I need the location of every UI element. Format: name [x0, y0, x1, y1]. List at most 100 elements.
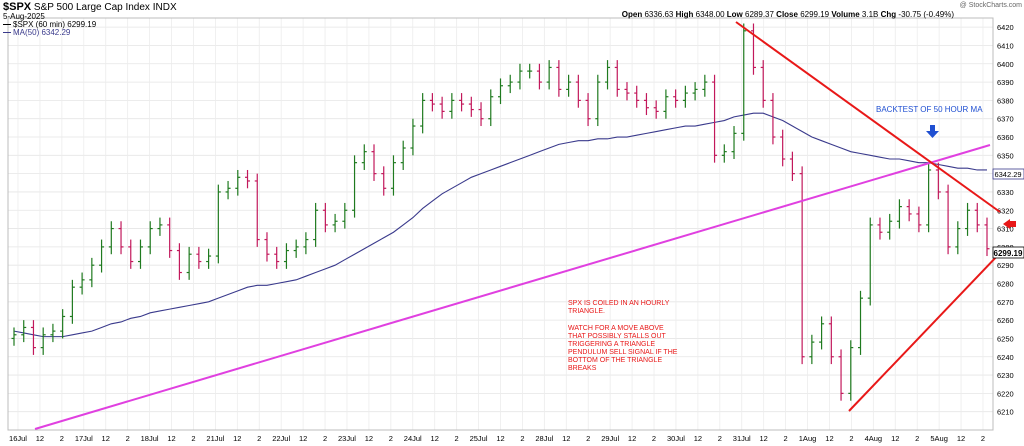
- ohlc-bar: [731, 126, 737, 159]
- svg-text:THAT POSSIBLY STALLS OUT: THAT POSSIBLY STALLS OUT: [568, 333, 666, 340]
- x-tick-label: 2: [981, 434, 985, 443]
- ohlc-bar: [760, 60, 766, 108]
- x-tick-label: 28Jul: [535, 434, 553, 443]
- ohlc-bar: [176, 243, 182, 280]
- svg-text:WATCH FOR A MOVE ABOVE: WATCH FOR A MOVE ABOVE: [568, 325, 664, 332]
- ohlc-bar: [30, 320, 36, 355]
- x-tick-label: 18Jul: [141, 434, 159, 443]
- ohlc-bar: [206, 248, 212, 269]
- ohlc-bar: [634, 85, 640, 108]
- x-tick-label: 2: [520, 434, 524, 443]
- x-tick-label: 12: [167, 434, 175, 443]
- y-axis-labels: 6210622062306240625062606270628062906300…: [997, 23, 1014, 417]
- ohlc-bar: [770, 93, 776, 145]
- x-tick-label: 24Jul: [404, 434, 422, 443]
- y-tick-label: 6370: [997, 115, 1014, 124]
- x-tick-label: 2: [915, 434, 919, 443]
- ohlc-bar: [712, 74, 718, 163]
- x-tick-label: 2: [652, 434, 656, 443]
- y-tick-label: 6270: [997, 298, 1014, 307]
- ohlc-bar: [517, 63, 523, 90]
- rising-trendline: [34, 144, 991, 430]
- ohlc-bar: [108, 221, 114, 255]
- watch-annotation: WATCH FOR A MOVE ABOVE THAT POSSIBLY STA…: [568, 325, 678, 372]
- ohlc-bar: [167, 217, 173, 258]
- y-tick-label: 6380: [997, 96, 1014, 105]
- ohlc-bar: [89, 257, 95, 288]
- ohlc-bar: [429, 93, 435, 112]
- ohlc-bar: [624, 82, 630, 101]
- ohlc-bar: [721, 144, 727, 163]
- x-tick-label: 12: [891, 434, 899, 443]
- red-left-arrow: [1003, 219, 1016, 229]
- x-tick-label: 5Aug: [930, 434, 948, 443]
- y-tick-label: 6400: [997, 60, 1014, 69]
- y-tick-label: 6290: [997, 261, 1014, 270]
- ma-price-tag: 6342.29: [992, 168, 1024, 180]
- x-tick-label: 12: [431, 434, 439, 443]
- ohlc-bar: [459, 93, 465, 112]
- ohlc-bar: [449, 93, 455, 119]
- y-tick-label: 6350: [997, 151, 1014, 160]
- x-tick-label: 2: [191, 434, 195, 443]
- y-tick-label: 6210: [997, 408, 1014, 417]
- blue-down-arrow: [926, 125, 939, 138]
- x-tick-label: 12: [233, 434, 241, 443]
- ohlc-bar: [264, 232, 270, 262]
- x-tick-label: 12: [628, 434, 636, 443]
- ohlc-bar: [789, 151, 795, 181]
- x-tick-label: 22Jul: [272, 434, 290, 443]
- x-tick-label: 2: [323, 434, 327, 443]
- x-tick-label: 2: [784, 434, 788, 443]
- x-tick-label: 2: [718, 434, 722, 443]
- x-tick-label: 31Jul: [733, 434, 751, 443]
- ohlc-bar: [439, 96, 445, 119]
- x-tick-label: 17Jul: [75, 434, 93, 443]
- ohlc-bar: [478, 102, 484, 127]
- x-axis-labels: 16Jul 12 2 17Jul 12 2 18Jul 12 2 21Jul 12 2 22Jul 12 2…: [9, 434, 985, 443]
- svg-text:BOTTOM OF THE TRIANGLE: BOTTOM OF THE TRIANGLE: [568, 357, 662, 364]
- coiled-annotation: SPX IS COILED IN AN HOURLY TRIANGLE.: [568, 300, 670, 315]
- ohlc-bar: [858, 290, 864, 355]
- y-tick-label: 6280: [997, 280, 1014, 289]
- ohlc-bar: [283, 243, 289, 269]
- index-name: S&P 500 Large Cap Index: [33, 2, 150, 13]
- ohlc-bar: [99, 239, 105, 273]
- ohlc-bar: [663, 89, 669, 119]
- x-tick-label: 2: [60, 434, 64, 443]
- x-tick-label: 30Jul: [667, 434, 685, 443]
- ohlc-bar: [692, 82, 698, 101]
- ohlc-bar: [235, 169, 241, 196]
- ohlc-bar: [420, 93, 426, 134]
- ohlc-bar: [741, 23, 747, 141]
- ohlc-bar: [702, 74, 708, 97]
- ohlc-bar: [536, 63, 542, 90]
- svg-text:6299.19: 6299.19: [994, 249, 1023, 258]
- chart-title: $SPX S&P 500 Large Cap Index INDX: [3, 2, 177, 13]
- ohlc-bar: [926, 162, 932, 233]
- y-tick-label: 6250: [997, 334, 1014, 343]
- ohlc-bar: [906, 199, 912, 222]
- ohlc-bar: [186, 246, 192, 280]
- ohlc-bar: [498, 78, 503, 105]
- y-tick-label: 6320: [997, 206, 1014, 215]
- ohlc-bar: [556, 60, 562, 97]
- ohlc-bar: [527, 63, 533, 79]
- y-tick-label: 6260: [997, 316, 1014, 325]
- triangle-upper-line: [735, 21, 1001, 213]
- y-tick-label: 6330: [997, 188, 1014, 197]
- svg-text:BREAKS: BREAKS: [568, 365, 597, 372]
- svg-text:TRIANGLE.: TRIANGLE.: [568, 308, 605, 315]
- x-tick-label: 2: [126, 434, 130, 443]
- x-tick-label: 2: [257, 434, 261, 443]
- ohlc-bar: [40, 327, 46, 355]
- ohlc-bar: [984, 217, 990, 257]
- ohlc-bar: [400, 140, 406, 170]
- ohlc-bar: [750, 23, 756, 75]
- x-tick-label: 16Jul: [9, 434, 27, 443]
- ohlc-bar: [245, 169, 251, 189]
- ohlc-bar: [79, 272, 85, 295]
- ohlc-bar: [585, 93, 591, 127]
- ohlc-bar: [546, 60, 552, 90]
- ohlc-bar: [215, 184, 221, 264]
